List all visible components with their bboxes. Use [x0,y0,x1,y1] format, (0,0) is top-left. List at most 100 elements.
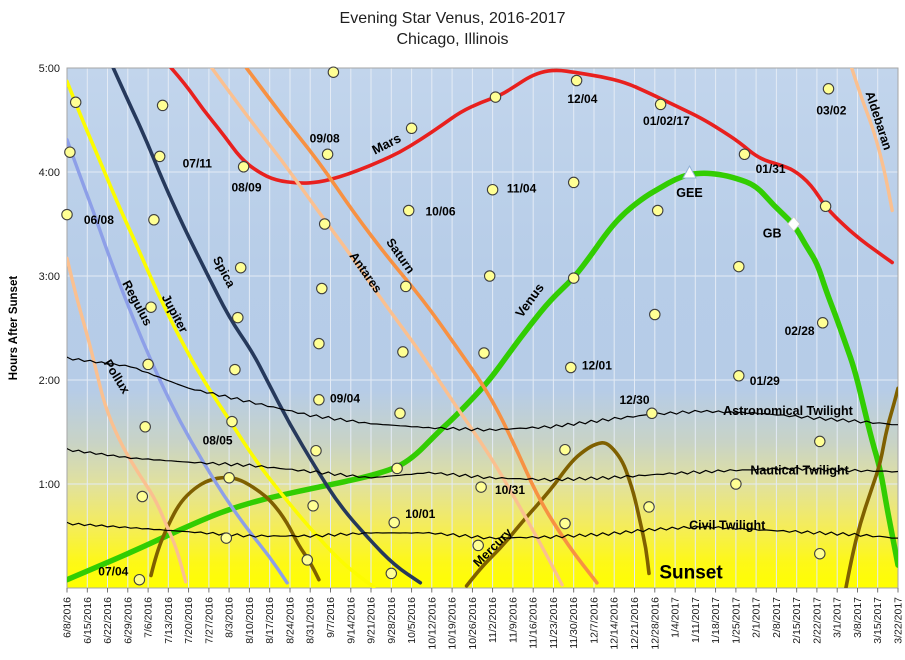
x-axis-ticks [66,588,899,593]
x-tick-label: 6/22/2016 [102,597,114,644]
moon-marker [69,96,82,109]
curve-civil-twilight [67,521,898,540]
x-tick-label: 3/8/2017 [852,597,864,638]
curve-astronomical-twilight [67,356,898,432]
moon-marker [145,301,157,313]
moon-marker [220,532,233,544]
y-tick-label: 1:00 [39,479,60,491]
moon-marker [327,66,340,78]
moon-markers-layer [61,66,835,586]
sunset-label: Sunset [659,562,723,583]
x-tick-label: 2/15/2017 [791,597,803,644]
curve-saturn [244,68,599,585]
x-tick-label: 11/16/2016 [528,597,540,649]
x-tick-label: 6/29/2016 [122,597,134,644]
x-tick-label: 3/1/2017 [832,597,844,638]
twilight-label: Nautical Twilight [750,464,849,478]
moon-marker [226,415,238,428]
moon-marker [133,573,146,586]
x-tick-label: 7/13/2016 [163,597,175,644]
x-tick-label: 12/21/2016 [629,597,641,650]
moon-marker [313,337,325,350]
curve-aldebaran [850,68,894,213]
x-tick-label: 3/22/2017 [893,597,905,644]
x-tick-label: 3/15/2017 [872,597,884,644]
moon-marker [651,204,664,217]
x-tick-label: 8/31/2016 [305,597,317,644]
moon-date-label: 10/06 [425,205,455,219]
x-tick-label: 8/24/2016 [285,597,297,644]
event-label: GB [763,226,782,240]
curve-regulus [67,138,289,585]
moon-marker [405,122,418,135]
curve-mercury [844,386,898,588]
moon-marker [64,146,76,158]
y-tick-label: 4:00 [39,167,60,179]
y-tick-label: 2:00 [39,375,60,387]
x-tick-label: 9/14/2016 [345,597,357,644]
moon-date-label: 06/08 [84,213,114,227]
moon-date-label: 02/28 [785,324,815,338]
moon-marker [139,421,151,433]
x-tick-label: 1/18/2017 [710,597,722,644]
moon-marker [321,148,334,161]
chart-subtitle: Chicago, Illinois [396,31,509,48]
moon-date-label: 11/04 [507,182,537,196]
chart-title-block: Evening Star Venus, 2016-2017 Chicago, I… [0,8,905,50]
moon-marker [738,148,751,161]
moon-marker [148,214,160,226]
moon-marker [234,261,247,274]
curve-mars [169,68,894,265]
moon-date-label: 10/31 [495,483,525,497]
moon-marker [232,311,244,324]
sky-sunset-background [67,68,898,588]
y-tick-label: 5:00 [39,63,60,75]
moon-date-label: 01/02/17 [643,114,690,128]
moon-marker [397,346,409,358]
curve-venus [67,170,898,583]
x-tick-label: 2/8/2017 [771,597,783,638]
moon-date-label: 09/04 [330,392,360,406]
x-tick-label: 11/2/2016 [487,597,499,643]
moon-marker [814,547,826,560]
moon-date-label: 12/01 [582,358,612,372]
moon-marker [646,407,658,420]
x-tick-label: 10/12/2016 [426,597,438,650]
moon-marker [570,74,583,87]
gb-diamond-marker [787,216,801,232]
moon-marker [388,516,400,529]
x-tick-label: 12/7/2016 [589,597,601,644]
twilight-label: Civil Twilight [689,519,766,533]
curve-nautical-twilight [67,448,898,482]
moon-marker [61,208,73,221]
moon-marker [307,500,319,512]
x-tick-label: 7/20/2016 [183,597,195,644]
moon-marker [237,161,250,173]
x-tick-label: 11/23/2016 [548,597,560,649]
moon-marker [733,260,745,273]
moon-marker [567,176,580,189]
gridlines [66,68,899,588]
moon-date-label: 10/01 [405,507,435,521]
moon-date-label: 03/02 [816,104,846,118]
moon-date-label: 01/31 [756,162,786,176]
moon-marker [567,272,580,284]
moon-marker [310,444,322,457]
x-tick-label: 6/15/2016 [82,597,94,644]
moon-marker [475,481,487,493]
moon-marker [229,363,241,376]
moon-marker [486,183,499,196]
moon-marker [565,361,577,374]
moon-marker [643,501,655,513]
curve-mercury [464,441,651,588]
moon-marker [822,83,835,95]
moon-date-label: 08/05 [203,433,233,447]
twilight-label: Astronomical Twilight [723,404,853,418]
x-tick-label: 8/10/2016 [244,597,256,644]
y-axis-title: Hours After Sunset [8,276,20,381]
moon-date-label: 12/30 [619,393,649,407]
moon-marker [142,358,154,371]
x-tick-label: 7/27/2016 [203,597,215,644]
moon-date-label: 09/08 [310,132,340,146]
